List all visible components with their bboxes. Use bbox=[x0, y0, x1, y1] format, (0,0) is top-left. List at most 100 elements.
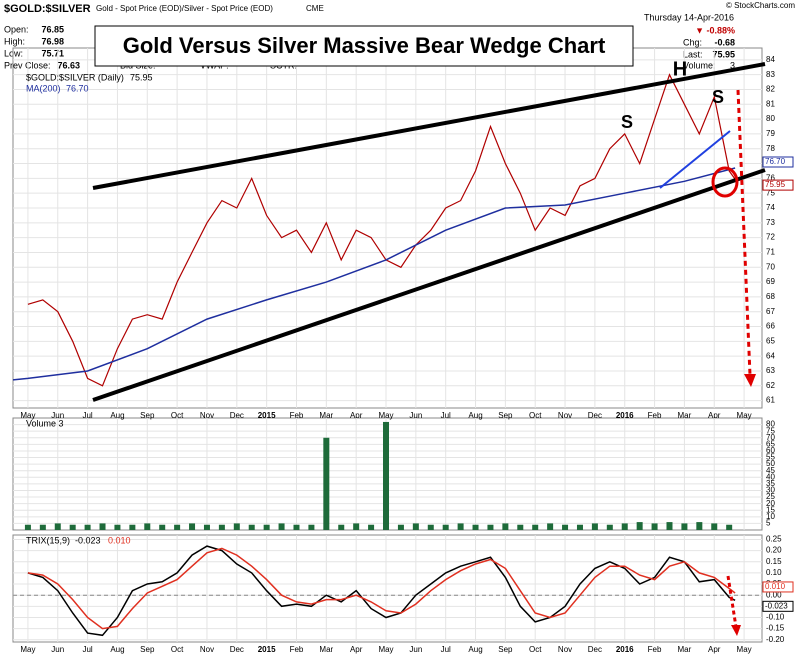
volume-bar bbox=[651, 523, 658, 530]
y-tick-label: 66 bbox=[766, 322, 775, 331]
volume-bar bbox=[69, 524, 76, 530]
x-tick-label: Oct bbox=[529, 411, 542, 420]
lower-trendline bbox=[92, 168, 766, 402]
y-tick-label: 50 bbox=[766, 459, 775, 468]
y-tick-label: 79 bbox=[766, 129, 775, 138]
panel-title: Volume 3 bbox=[26, 418, 64, 428]
y-tick-label: 72 bbox=[766, 233, 775, 242]
last-value-label: 0.010 bbox=[765, 582, 786, 591]
legend-value: 76.70 bbox=[66, 83, 89, 93]
last-value-box bbox=[762, 156, 794, 168]
volume-bar bbox=[368, 524, 375, 530]
volume-bar bbox=[606, 524, 613, 530]
x-tick-label: Feb bbox=[648, 411, 662, 420]
last-value-box bbox=[762, 600, 794, 612]
volume-bar bbox=[562, 524, 569, 530]
legend-value: 75.95 bbox=[130, 72, 153, 82]
volume-bar bbox=[159, 524, 166, 530]
x-tick-label: Oct bbox=[529, 645, 542, 654]
label: Last: bbox=[683, 49, 703, 59]
y-tick-label: 70 bbox=[766, 433, 775, 442]
target-arrow bbox=[736, 89, 752, 376]
volume-bar bbox=[666, 522, 673, 530]
volume-bar bbox=[114, 524, 121, 530]
y-tick-label: 0.25 bbox=[766, 535, 782, 544]
y-tick-label: 67 bbox=[766, 307, 775, 316]
x-tick-label: Aug bbox=[468, 645, 482, 654]
y-tick-label: 84 bbox=[766, 55, 775, 64]
x-tick-label: Feb bbox=[648, 645, 662, 654]
y-tick-label: 20 bbox=[766, 499, 775, 508]
x-tick-label: Mar bbox=[319, 411, 333, 420]
volume-bar bbox=[517, 524, 524, 530]
x-tick-label: Sep bbox=[498, 411, 513, 420]
y-tick-label: 55 bbox=[766, 453, 775, 462]
volume-bar bbox=[502, 523, 509, 530]
volume-bar bbox=[233, 523, 240, 530]
x-tick-label: Jun bbox=[409, 411, 422, 420]
volume-bar bbox=[203, 524, 210, 530]
arrow-head bbox=[744, 374, 756, 387]
description: Gold - Spot Price (EOD)/Silver - Spot Pr… bbox=[96, 4, 273, 13]
y-tick-label: 73 bbox=[766, 218, 775, 227]
x-tick-label: Feb bbox=[290, 645, 304, 654]
x-tick-label: 2015 bbox=[258, 645, 276, 654]
volume-bar bbox=[174, 524, 181, 530]
y-tick-label: 83 bbox=[766, 70, 775, 79]
y-tick-label: 0.15 bbox=[766, 557, 782, 566]
x-tick-label: Dec bbox=[230, 411, 244, 420]
volume-bar bbox=[726, 524, 733, 530]
y-tick-label: 71 bbox=[766, 248, 775, 257]
y-tick-label: 65 bbox=[766, 439, 775, 448]
upper-trendline bbox=[92, 62, 766, 190]
label: Open: bbox=[4, 24, 29, 34]
legend-value: 0.010 bbox=[108, 535, 131, 545]
volume-bar bbox=[427, 524, 434, 530]
volume-bar bbox=[323, 437, 330, 530]
x-tick-label: Dec bbox=[588, 645, 602, 654]
volume-bar bbox=[442, 524, 449, 530]
x-tick-label: Mar bbox=[678, 645, 692, 654]
x-tick-label: 2015 bbox=[258, 411, 276, 420]
y-tick-label: 61 bbox=[766, 396, 775, 405]
x-tick-label: Jun bbox=[51, 645, 64, 654]
value: 76.85 bbox=[41, 24, 64, 34]
x-tick-label: Sep bbox=[140, 411, 155, 420]
symbol: $GOLD:$SILVER bbox=[4, 3, 91, 15]
volume-bar bbox=[293, 524, 300, 530]
y-tick-label: 80 bbox=[766, 114, 775, 123]
exchange: CME bbox=[306, 4, 324, 13]
x-tick-label: Mar bbox=[678, 411, 692, 420]
volume-bar bbox=[591, 523, 598, 530]
annotation: H bbox=[673, 58, 687, 80]
last-value-label: 76.70 bbox=[765, 157, 786, 166]
y-tick-label: 35 bbox=[766, 479, 775, 488]
y-tick-label: 40 bbox=[766, 472, 775, 481]
y-tick-label: 5 bbox=[766, 519, 771, 528]
x-tick-label: Aug bbox=[110, 645, 124, 654]
y-tick-label: 74 bbox=[766, 203, 775, 212]
series-line bbox=[27, 547, 736, 630]
volume-bar bbox=[54, 523, 61, 530]
volume-bar bbox=[457, 523, 464, 530]
x-tick-label: Oct bbox=[171, 645, 184, 654]
y-tick-label: 10 bbox=[766, 512, 775, 521]
volume-bar bbox=[248, 524, 255, 530]
x-tick-label: Jun bbox=[51, 411, 64, 420]
y-tick-label: 0.20 bbox=[766, 546, 782, 555]
credit: © StockCharts.com bbox=[726, 1, 795, 10]
y-tick-label: 0.00 bbox=[766, 590, 782, 599]
volume-bar bbox=[412, 523, 419, 530]
x-tick-label: Aug bbox=[110, 411, 124, 420]
x-tick-label: Dec bbox=[230, 645, 244, 654]
y-tick-label: 63 bbox=[766, 366, 775, 375]
y-tick-label: 45 bbox=[766, 466, 775, 475]
x-tick-label: Jul bbox=[441, 645, 451, 654]
y-tick-label: 15 bbox=[766, 505, 775, 514]
volume-bar bbox=[576, 524, 583, 530]
y-tick-label: 78 bbox=[766, 144, 775, 153]
breakdown-circle bbox=[711, 166, 739, 198]
value: 76.63 bbox=[57, 60, 80, 70]
